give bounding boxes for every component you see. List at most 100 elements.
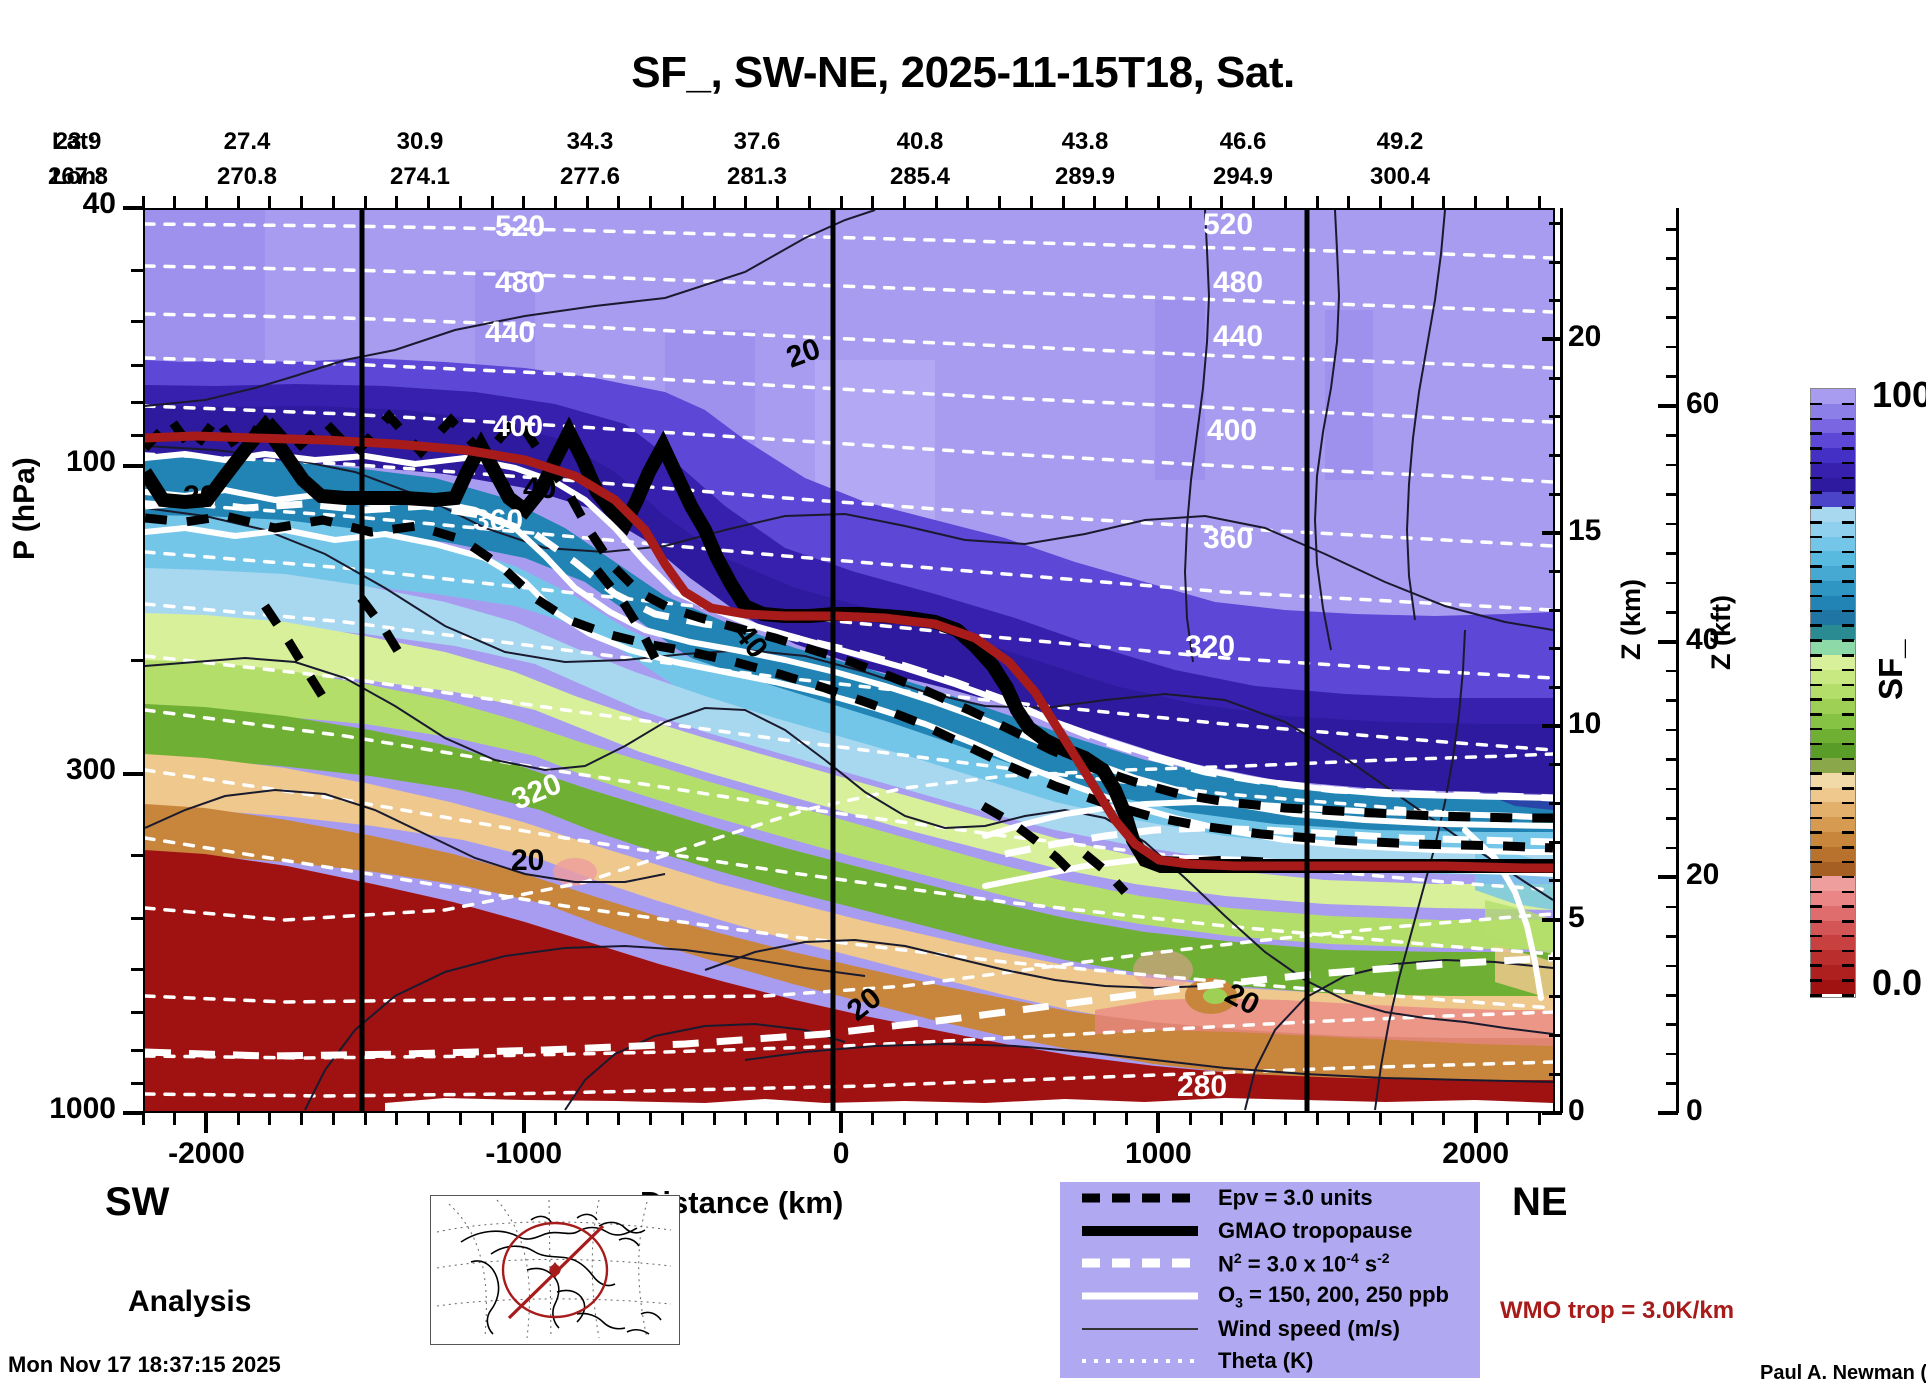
y-tick-label: 40: [82, 187, 116, 220]
colorbar-tick: [1810, 668, 1822, 672]
colorbar-tick: [1810, 920, 1822, 923]
x-tick-minor: [268, 1113, 272, 1125]
x-tick-minor-top: [1347, 196, 1351, 208]
legend-key: [1076, 1188, 1204, 1208]
colorbar-tick: [1810, 521, 1822, 524]
z-km-tick-minor: [1549, 299, 1562, 303]
x-tick-minor: [998, 1113, 1002, 1125]
page-title: SF_, SW-NE, 2025-11-15T18, Sat.: [631, 48, 1295, 97]
colorbar-segment: [1811, 787, 1855, 803]
x-tick-minor-top: [1220, 196, 1224, 208]
x-tick-minor: [1188, 1113, 1192, 1125]
z-km-tick-minor: [1549, 840, 1562, 844]
colorbar-tick: [1842, 594, 1854, 598]
colorbar-tick: [1810, 905, 1822, 908]
colorbar-segment: [1811, 861, 1855, 877]
x-tick-minor-top: [1283, 196, 1287, 208]
legend-line-dashed-white: [1082, 1258, 1198, 1268]
inset-map-svg: [431, 1196, 677, 1342]
x-tick-minor: [744, 1113, 748, 1125]
z-kft-tick-label: 20: [1686, 858, 1720, 892]
z-kft-tick-label: 40: [1686, 622, 1720, 656]
z-km-axis-line: [1560, 208, 1563, 1113]
colorbar-tick: [1810, 491, 1822, 494]
lon-value: 270.8: [216, 163, 278, 190]
z-km-tick-minor: [1549, 415, 1562, 419]
x-tick-minor-top: [1537, 196, 1541, 208]
plot-svg: 520 480 440 400 360 520 480 440 400 360 …: [145, 210, 1553, 1111]
colorbar-tick: [1842, 920, 1854, 923]
z-km-tick-minor: [1549, 686, 1562, 690]
colorbar-tick: [1842, 816, 1854, 820]
x-tick-minor: [427, 1113, 431, 1125]
lat-value: 23.9: [54, 128, 102, 155]
legend-box: Epv = 3.0 units GMAO tropopause N2 = 3.0 x…: [1060, 1182, 1480, 1378]
colorbar-segment: [1811, 979, 1855, 995]
x-tick-minor: [776, 1113, 780, 1125]
z-kft-tick-minor: [1666, 846, 1678, 850]
colorbar-tick: [1842, 727, 1854, 731]
colorbar-tick: [1810, 964, 1822, 967]
lon-value: 300.4: [1369, 163, 1431, 190]
legend-label: Wind speed (m/s): [1218, 1315, 1400, 1341]
legend-item: Epv = 3.0 units: [1060, 1182, 1480, 1215]
y-tick-minor: [131, 1011, 145, 1015]
x-tick-minor: [363, 1113, 367, 1125]
colorbar-segment: [1811, 640, 1855, 655]
colorbar-segment: [1811, 580, 1855, 596]
colorbar-tick: [1842, 432, 1854, 435]
x-tick-minor-top: [1505, 196, 1509, 208]
colorbar-tick: [1842, 979, 1854, 982]
colorbar-tick: [1810, 934, 1822, 938]
analysis-label: Analysis: [128, 1285, 252, 1318]
endpoint-sw: SW: [105, 1180, 170, 1224]
colorbar-tick: [1810, 801, 1822, 805]
z-kft-tick-minor: [1666, 1052, 1678, 1056]
colorbar-segment: [1811, 551, 1855, 567]
x-tick-label: 2000: [1442, 1137, 1510, 1170]
z-km-tick-label: 20: [1568, 320, 1602, 354]
x-tick-minor-top: [1410, 196, 1414, 208]
x-tick-major: [1156, 1113, 1161, 1133]
x-tick-minor: [1029, 1113, 1033, 1125]
lon-value: 277.6: [559, 163, 621, 190]
colorbar-tick: [1810, 624, 1822, 627]
z-km-tick-minor: [1549, 260, 1562, 264]
lon-value: 267.8: [47, 163, 109, 190]
z-kft-tick-minor: [1666, 758, 1678, 761]
colorbar-tick: [1810, 402, 1822, 406]
colorbar-tick: [1842, 491, 1854, 494]
z-km-tick-minor: [1549, 879, 1562, 883]
z-kft-tick-minor: [1666, 375, 1678, 378]
legend-line-solid-black-thick: [1082, 1225, 1198, 1236]
z-kft-tick-minor: [1666, 1111, 1678, 1115]
x-tick-minor-top: [1125, 196, 1129, 208]
x-tick-minor-top: [871, 196, 875, 208]
z-kft-tick-minor: [1666, 817, 1678, 820]
x-tick-minor: [141, 1113, 145, 1125]
colorbar-segment: [1811, 433, 1855, 449]
z-kft-tick-minor: [1666, 669, 1678, 673]
colorbar-tick: [1842, 550, 1854, 554]
colorbar-tick: [1842, 964, 1854, 967]
colorbar-segment: [1811, 625, 1855, 641]
x-tick-minor-top: [1474, 196, 1478, 208]
x-tick-minor: [1537, 1113, 1541, 1125]
lat-value: 37.6: [733, 128, 781, 155]
colorbar-tick: [1810, 447, 1822, 450]
svg-text:440: 440: [485, 316, 535, 349]
colorbar-tick: [1810, 461, 1822, 465]
colorbar-tick: [1810, 979, 1822, 982]
x-tick-minor: [1410, 1113, 1414, 1125]
colorbar-segment: [1811, 846, 1855, 862]
colorbar-segment: [1811, 758, 1855, 773]
y-tick-minor: [131, 434, 145, 438]
x-tick-minor: [649, 1113, 653, 1125]
z-kft-tick-minor: [1666, 1082, 1678, 1085]
z-kft-tick-minor: [1666, 935, 1678, 938]
colorbar-segment: [1811, 521, 1855, 537]
timestamp: Mon Nov 17 18:37:15 2025: [8, 1352, 281, 1377]
y-tick-major: [123, 206, 145, 210]
legend-line-dashed-black: [1082, 1193, 1198, 1203]
colorbar-tick: [1842, 846, 1854, 849]
